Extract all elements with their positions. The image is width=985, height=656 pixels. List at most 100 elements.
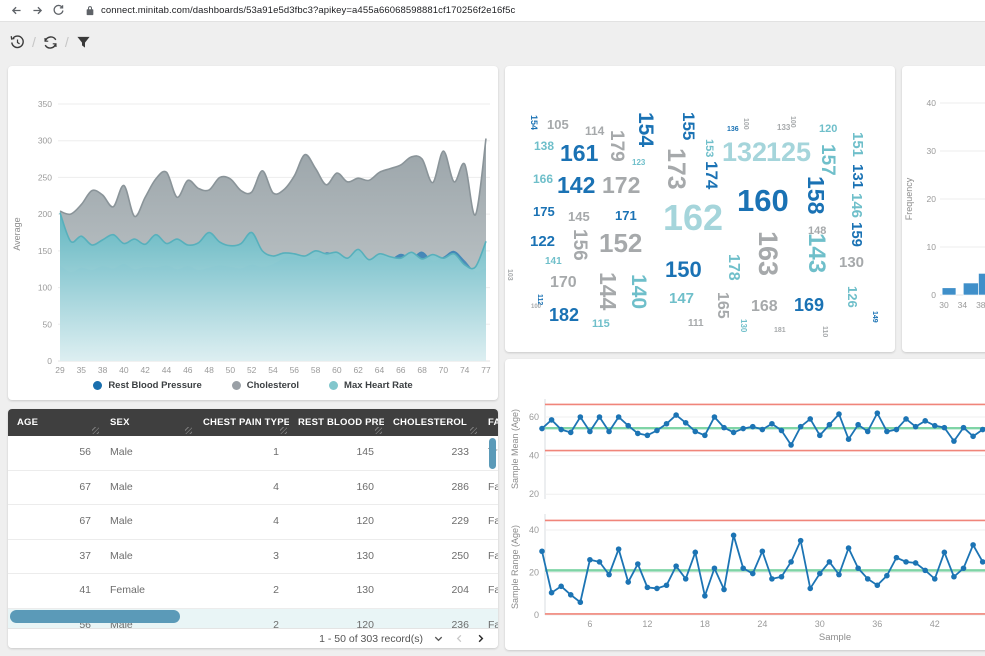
column-header[interactable]: CHEST PAIN TYPE: [194, 409, 289, 436]
column-resize-handle[interactable]: [185, 427, 192, 434]
panel-xbar-r-chart: 20 40 60 0 20 40 6 12 18 24 30 36 42 Sample Sample Mea…: [505, 359, 985, 650]
column-header[interactable]: CHOLESTEROL: [384, 409, 479, 436]
legend-item[interactable]: Rest Blood Pressure: [93, 380, 202, 391]
svg-text:40: 40: [927, 98, 937, 108]
wordcloud-word: 155: [679, 112, 699, 141]
wordcloud-word: 168: [751, 298, 778, 315]
svg-text:56: 56: [290, 365, 300, 375]
page-size-dropdown-icon[interactable]: [433, 633, 444, 644]
table-cell: 236: [451, 618, 469, 629]
table-cell: 67: [79, 515, 91, 527]
column-header[interactable]: AGE: [8, 409, 101, 436]
svg-text:250: 250: [38, 172, 52, 182]
column-resize-handle[interactable]: [375, 427, 382, 434]
filter-icon[interactable]: [76, 35, 91, 50]
wordcloud-word: 165: [714, 292, 732, 319]
column-header[interactable]: FAS...: [479, 409, 498, 436]
table-cell: 56: [79, 618, 91, 629]
column-resize-handle[interactable]: [280, 427, 287, 434]
wordcloud-word: 122: [530, 233, 556, 250]
svg-text:Frequency: Frequency: [904, 177, 914, 220]
legend-label: Cholesterol: [246, 380, 300, 391]
pagination-label: 1 - 50 of 303 record(s): [319, 632, 423, 645]
wordcloud: 154 105 114 179 154 123 161 138 155 173 153 174 136 1…: [505, 66, 895, 352]
wordcloud-word: 175: [533, 204, 555, 219]
histogram-svg: 0 10 20 30 40 30 34 38 Frequency: [904, 98, 985, 310]
wordcloud-word: 146: [848, 193, 866, 219]
wordcloud-word: 115: [592, 318, 610, 330]
table-cell: 204: [451, 584, 469, 596]
svg-text:40: 40: [529, 525, 539, 535]
history-icon[interactable]: [10, 34, 25, 50]
column-resize-handle[interactable]: [92, 427, 99, 434]
table-cell: 2: [273, 618, 279, 629]
svg-text:77: 77: [481, 365, 491, 375]
area-chart-svg: 0 50 100 150 200 250 300 350 29 35 38 40 42 44 46 48 50 5…: [12, 99, 491, 375]
column-header[interactable]: SEX: [101, 409, 194, 436]
wordcloud-word: 140: [626, 274, 650, 310]
table-cell: 56: [79, 446, 91, 458]
table-cell: 120: [356, 515, 374, 527]
svg-text:10: 10: [927, 242, 937, 252]
address-bar[interactable]: connect.minitab.com/dashboards/53a91e5d3…: [85, 5, 515, 16]
svg-text:300: 300: [38, 136, 52, 146]
svg-text:54: 54: [268, 365, 278, 375]
wordcloud-word: 130: [839, 254, 865, 271]
vertical-scrollbar-thumb[interactable]: [489, 438, 496, 469]
table-cell: 4: [273, 515, 279, 527]
area-chart-legend: Rest Blood Pressure Cholesterol Max Heart …: [8, 380, 498, 391]
legend-item[interactable]: Cholesterol: [231, 380, 300, 391]
wordcloud-word: 156: [569, 229, 591, 261]
svg-text:48: 48: [204, 365, 214, 375]
table-row[interactable]: 67 Male 4 160 286 Fal: [8, 470, 498, 505]
sync-icon[interactable]: [43, 35, 58, 50]
url-text[interactable]: connect.minitab.com/dashboards/53a91e5d3…: [101, 5, 516, 16]
wordcloud-word: 157: [817, 144, 839, 176]
prev-page-icon[interactable]: [454, 633, 465, 644]
svg-text:35: 35: [77, 365, 87, 375]
table-cell: 4: [273, 480, 279, 493]
forward-icon[interactable]: [31, 4, 44, 17]
next-page-icon[interactable]: [475, 633, 486, 644]
wordcloud-word: 152: [599, 228, 643, 258]
wordcloud-word: 150: [665, 257, 702, 282]
wordcloud-word: 182: [549, 305, 580, 325]
wordcloud-word: 125: [766, 137, 812, 167]
wordcloud-word: 120: [819, 123, 838, 135]
table-cell: Male: [110, 618, 133, 629]
wordcloud-word: 179: [606, 130, 628, 162]
wordcloud-word: 174: [702, 161, 722, 190]
reload-icon[interactable]: [52, 4, 65, 17]
back-icon[interactable]: [10, 4, 23, 17]
svg-text:20: 20: [927, 194, 937, 204]
table-cell: Male: [110, 515, 133, 527]
wordcloud-word: 169: [794, 295, 825, 315]
svg-text:20: 20: [529, 568, 539, 578]
wordcloud-word: 163: [752, 231, 783, 277]
column-header[interactable]: REST BLOOD PRESS...: [289, 409, 384, 436]
toolbar-separator: /: [64, 34, 69, 50]
table-row[interactable]: 41 Female 2 130 204 Fal: [8, 574, 498, 609]
table-row[interactable]: 56Male1145233Tru: [8, 436, 498, 471]
table-cell: 286: [451, 480, 469, 493]
legend-dot-icon: [329, 381, 339, 390]
svg-text:70: 70: [439, 365, 449, 375]
table-row[interactable]: 67 Male 4 120 229 Fal: [8, 505, 498, 540]
svg-text:0: 0: [47, 356, 52, 366]
legend-item[interactable]: Max Heart Rate: [329, 380, 413, 391]
table-cell: Fal: [488, 480, 498, 493]
svg-text:60: 60: [529, 412, 539, 422]
svg-text:52: 52: [247, 365, 257, 375]
wordcloud-word: 158: [802, 176, 829, 215]
wordcloud-word: 105: [547, 117, 569, 132]
column-resize-handle[interactable]: [470, 427, 477, 434]
table-row[interactable]: 37 Male 3 130 250 Fal: [8, 539, 498, 574]
table-cell: Male: [110, 480, 133, 493]
svg-text:46: 46: [183, 365, 193, 375]
horizontal-scrollbar-thumb[interactable]: [10, 610, 180, 623]
svg-text:18: 18: [700, 619, 710, 629]
svg-text:30: 30: [939, 300, 949, 310]
svg-text:Average: Average: [12, 217, 22, 250]
